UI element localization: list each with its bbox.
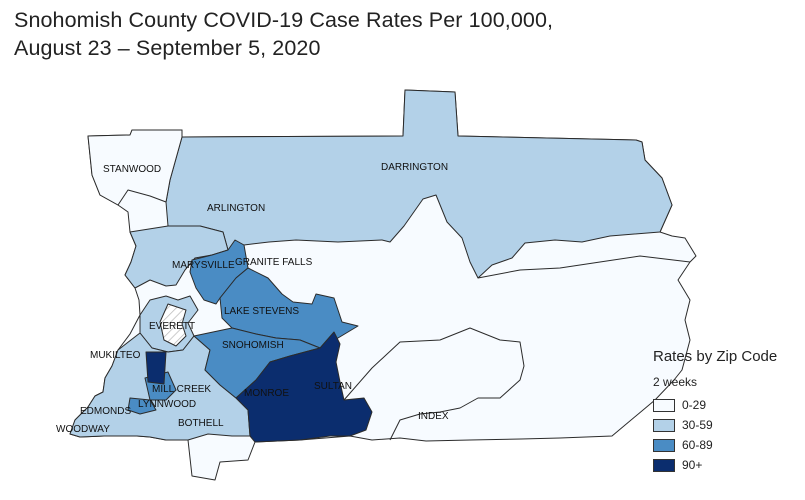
city-label-stanwood: STANWOOD bbox=[103, 164, 161, 175]
legend-swatch-90-plus bbox=[653, 458, 675, 472]
city-label-bothell: BOTHELL bbox=[178, 418, 224, 429]
legend-item-60-89: 60-89 bbox=[653, 435, 777, 455]
legend-title: Rates by Zip Code bbox=[653, 348, 778, 365]
zip-region-mukilteo-dark bbox=[145, 351, 167, 385]
city-label-darrington: DARRINGTON bbox=[381, 162, 448, 173]
legend-item-90-plus: 90+ bbox=[653, 455, 777, 475]
legend-swatch-30-59 bbox=[653, 418, 675, 432]
legend-label-30-59: 30-59 bbox=[682, 418, 713, 432]
legend-label-90-plus: 90+ bbox=[682, 458, 703, 472]
city-label-monroe: MONROE bbox=[244, 388, 289, 399]
map-title-line-2: August 23 – September 5, 2020 bbox=[14, 36, 321, 60]
city-label-granite-falls: GRANITE FALLS bbox=[235, 257, 313, 268]
zip-region-marysville-west bbox=[124, 225, 229, 289]
legend-subtitle: 2 weeks bbox=[653, 375, 698, 389]
city-label-everett: EVERETT bbox=[149, 321, 195, 332]
map-title: Snohomish County COVID-19 Case Rates Per… bbox=[14, 6, 553, 62]
city-label-snohomish: SNOHOMISH bbox=[222, 340, 284, 351]
city-label-mukilteo: MUKILTEO bbox=[90, 350, 141, 361]
city-label-marysville: MARYSVILLE bbox=[172, 260, 235, 271]
zip-boundary-index bbox=[343, 327, 525, 441]
city-label-edmonds: EDMONDS bbox=[80, 406, 131, 417]
legend-item-0-29: 0-29 bbox=[653, 395, 777, 415]
zip-region-everett-hatched bbox=[159, 303, 187, 347]
city-label-sultan: SULTAN bbox=[314, 381, 352, 392]
city-label-arlington: ARLINGTON bbox=[207, 203, 265, 214]
city-label-mill-creek: MILL CREEK bbox=[152, 384, 211, 395]
legend-swatch-60-89 bbox=[653, 438, 675, 452]
legend-label-60-89: 60-89 bbox=[682, 438, 713, 452]
city-label-index: INDEX bbox=[418, 411, 449, 422]
map-legend: Rates by Zip Code 2 weeks 0-29 30-59 60-… bbox=[653, 348, 777, 475]
city-label-lynnwood: LYNNWOOD bbox=[138, 399, 196, 410]
city-label-lake-stevens: LAKE STEVENS bbox=[224, 306, 299, 317]
city-label-woodway: WOODWAY bbox=[56, 424, 110, 435]
legend-item-30-59: 30-59 bbox=[653, 415, 777, 435]
zip-region-stanwood bbox=[87, 129, 183, 206]
zip-region-monroe-sultan bbox=[235, 331, 373, 443]
zip-region-lynnwood bbox=[127, 397, 157, 415]
zip-boundary-east bbox=[477, 255, 691, 279]
legend-swatch-0-29 bbox=[653, 398, 675, 412]
map-title-line-1: Snohomish County COVID-19 Case Rates Per… bbox=[14, 8, 554, 32]
legend-label-0-29: 0-29 bbox=[682, 398, 707, 412]
